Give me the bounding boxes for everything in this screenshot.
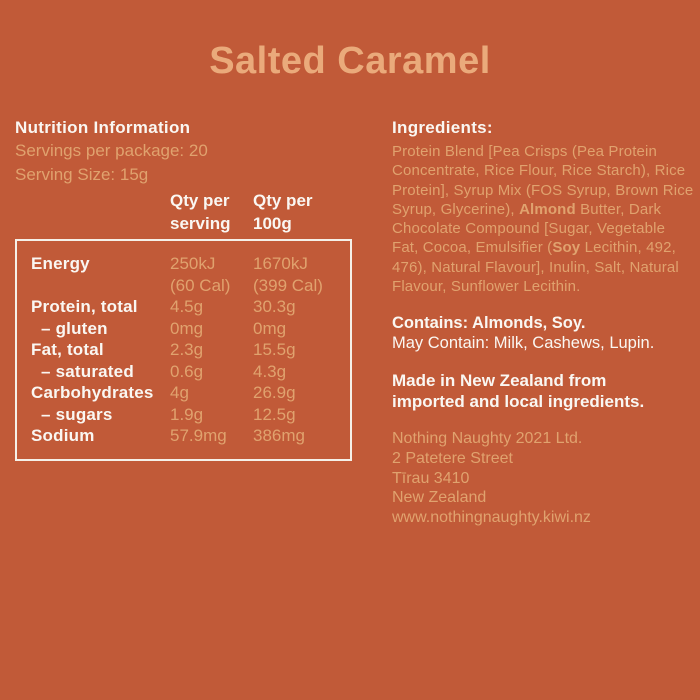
row-label: Carbohydrates: [31, 383, 154, 402]
contains-statement: Contains: Almonds, Soy.: [392, 314, 586, 333]
city-line: Tīrau 3410: [392, 469, 470, 487]
row-value-100g: 0mg: [253, 318, 287, 338]
row-label: – saturated: [41, 361, 134, 381]
nutrition-table: Energy 250kJ (60 Cal) 1670kJ (399 Cal) P…: [15, 239, 352, 461]
table-row-sodium: Sodium 57.9mg 386mg: [31, 425, 350, 447]
table-row-energy: Energy 250kJ (60 Cal) 1670kJ (399 Cal): [31, 253, 350, 296]
table-row-carbohydrates: Carbohydrates 4g 26.9g: [31, 382, 350, 404]
street-address: 2 Patetere Street: [392, 449, 513, 467]
header-spacer: [15, 189, 170, 235]
row-value-100g: 30.3g: [253, 297, 296, 316]
col-header-qty-per-serving: Qty per serving: [170, 191, 231, 233]
manufacturer-address: Nothing Naughty 2021 Ltd. 2 Patetere Str…: [392, 429, 692, 527]
servings-per-package: Servings per package: 20: [15, 141, 208, 160]
row-value-serving: 4.5g: [170, 297, 204, 316]
origin-statement: Made in New Zealand from imported and lo…: [392, 371, 645, 411]
row-label: Energy: [31, 254, 90, 273]
row-value-serving: 57.9mg: [170, 426, 227, 445]
row-value-100g: 12.5g: [253, 404, 296, 424]
nutrition-heading: Nutrition Information: [15, 118, 191, 137]
row-value-100g: 386mg: [253, 426, 305, 445]
row-value-100g: 4.3g: [253, 361, 287, 381]
row-value-100g: 1670kJ (399 Cal): [253, 254, 323, 295]
row-value-serving: 250kJ (60 Cal): [170, 254, 231, 295]
allergen-soy: Soy: [552, 239, 581, 257]
ingredients-list: Protein Blend [Pea Crisps (Pea Protein C…: [392, 142, 694, 296]
table-row-protein: Protein, total 4.5g 30.3g: [31, 296, 350, 318]
serving-size: Serving Size: 15g: [15, 164, 149, 184]
row-label: Sodium: [31, 426, 95, 445]
row-value-100g: 15.5g: [253, 340, 296, 359]
product-title: Salted Caramel: [209, 40, 491, 82]
ingredients-heading: Ingredients:: [392, 118, 493, 137]
website-url: www.nothingnaughty.kiwi.nz: [392, 508, 591, 526]
nutrition-table-header: Qty per serving Qty per 100g: [15, 189, 367, 235]
row-label: Fat, total: [31, 340, 104, 359]
allergen-almond: Almond: [519, 200, 576, 218]
company-name: Nothing Naughty 2021 Ltd.: [392, 430, 583, 448]
row-value-100g: 26.9g: [253, 383, 296, 402]
may-contain-statement: May Contain: Milk, Cashews, Lupin.: [392, 334, 655, 353]
nutrition-panel: Nutrition Information Servings per packa…: [15, 116, 367, 461]
table-row-gluten: – gluten 0mg 0mg: [31, 318, 350, 340]
row-label: – sugars: [41, 404, 113, 424]
ingredients-panel: Ingredients: Protein Blend [Pea Crisps (…: [392, 116, 694, 527]
row-value-serving: 0mg: [170, 318, 204, 338]
ingredients-segment: Lecithin, 492, 476), Natural Flavour], I…: [392, 239, 679, 296]
table-row-fat: Fat, total 2.3g 15.5g: [31, 339, 350, 361]
row-label: Protein, total: [31, 297, 138, 316]
country-line: New Zealand: [392, 489, 487, 507]
ingredients-segment: Butter, Dark Chocolate Compound [Sugar, …: [392, 200, 666, 257]
row-label: – gluten: [41, 318, 108, 338]
row-value-serving: 1.9g: [170, 404, 204, 424]
table-row-sugars: – sugars 1.9g 12.5g: [31, 404, 350, 426]
row-value-serving: 2.3g: [170, 340, 204, 359]
col-header-qty-per-100g: Qty per 100g: [253, 191, 313, 233]
row-value-serving: 0.6g: [170, 361, 204, 381]
table-row-saturated: – saturated 0.6g 4.3g: [31, 361, 350, 383]
ingredients-segment: Protein Blend [Pea Crisps (Pea Protein C…: [392, 143, 694, 218]
row-value-serving: 4g: [170, 383, 189, 402]
